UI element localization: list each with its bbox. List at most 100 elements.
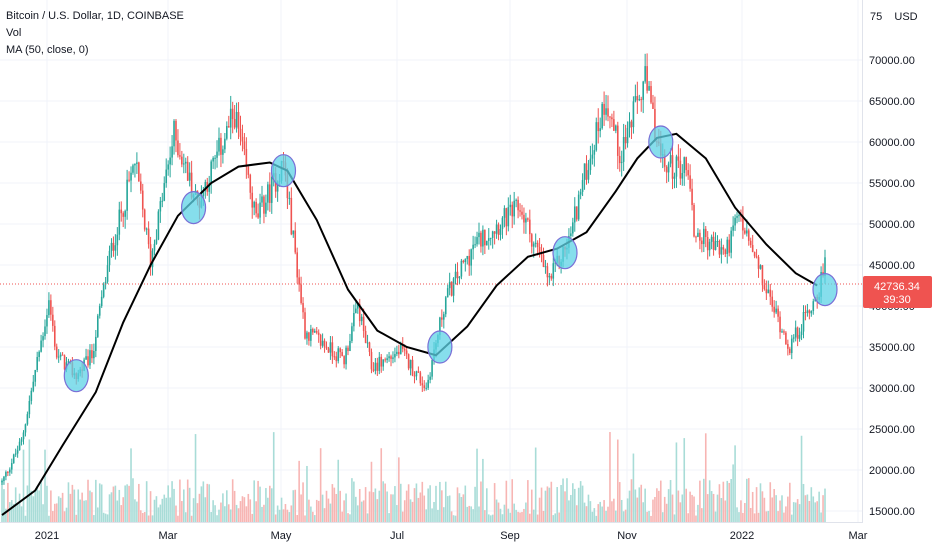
candle-body (724, 249, 727, 255)
volume-bar (179, 479, 181, 522)
candle-body (759, 265, 762, 269)
candle-body (329, 342, 332, 353)
candle-body (204, 181, 207, 191)
volume-bar (527, 480, 529, 522)
volume-bar (339, 490, 341, 522)
volume-bar (579, 481, 582, 522)
volume-bar (730, 478, 732, 522)
volume-bar (755, 487, 758, 522)
candle-body (165, 169, 168, 184)
candle-body (501, 217, 504, 229)
candle-body (699, 232, 701, 241)
candle-body (290, 197, 293, 235)
legend-volume[interactable]: Vol (6, 27, 22, 39)
candle-body (585, 163, 588, 180)
candle-body (245, 149, 248, 167)
volume-bar (366, 513, 369, 522)
legend-symbol[interactable]: Bitcoin / U.S. Dollar, 1D, COINBASE (6, 10, 184, 22)
volume-bar (710, 491, 713, 522)
volume-bar (443, 507, 445, 522)
candle-body (484, 229, 486, 246)
candle-body (57, 356, 60, 358)
candle-body (339, 348, 341, 353)
volume-bar (679, 502, 682, 522)
volume-bar (394, 486, 396, 522)
volume-bar (501, 514, 504, 522)
volume-bar (683, 438, 686, 522)
candle-body (243, 141, 246, 150)
volume-bar (28, 439, 31, 522)
volume-bar (564, 491, 566, 522)
volume-bar (661, 512, 664, 522)
candle-body (405, 350, 408, 355)
volume-bar (744, 503, 746, 522)
candle-body (454, 271, 457, 279)
volume-bar (615, 510, 617, 522)
candle-body (534, 242, 537, 244)
candle-body (691, 188, 693, 205)
volume-bar (401, 511, 404, 522)
candle-body (806, 310, 809, 313)
candle-body (712, 236, 715, 250)
volume-bar (358, 488, 361, 522)
volume-bar (171, 481, 173, 522)
x-tick-label: Mar (159, 530, 178, 542)
candle-body (42, 336, 44, 341)
candle-body (720, 247, 723, 255)
legend-ma[interactable]: MA (50, close, 0) (6, 44, 89, 56)
volume-bar (519, 512, 521, 522)
candle-body (147, 228, 150, 245)
candle-body (384, 359, 386, 361)
volume-bar (597, 504, 600, 522)
volume-bar (542, 510, 545, 522)
volume-bar (59, 497, 62, 522)
candle-body (227, 126, 230, 128)
y-tick-label: 20000.00 (869, 465, 915, 477)
volume-bar (212, 500, 214, 522)
volume-bar (118, 489, 121, 522)
volume-bar (241, 496, 244, 522)
candle-body (360, 316, 363, 322)
volume-bar (42, 504, 44, 522)
volume-bar (138, 483, 140, 522)
volume-bar (487, 514, 490, 522)
candle-body (9, 469, 11, 473)
volume-bar (370, 461, 373, 522)
volume-bar (407, 484, 410, 522)
candle-body (186, 161, 189, 181)
candle-body (292, 230, 295, 235)
y-tick-label: 60000.00 (869, 137, 915, 149)
volume-bar (69, 493, 72, 522)
volume-bar (167, 485, 169, 522)
volume-bar (73, 489, 76, 522)
candle-body (474, 244, 476, 246)
volume-bar (321, 494, 324, 522)
candle-body (390, 356, 392, 359)
candle-body (489, 237, 492, 239)
volume-bar (261, 506, 263, 522)
candle-body (155, 239, 158, 244)
candle-body (263, 196, 265, 214)
volume-bar (16, 504, 19, 522)
candle-body (163, 183, 166, 201)
volume-bar (511, 479, 514, 522)
volume-bar (616, 439, 619, 522)
candle-body (515, 199, 517, 201)
volume-bar (693, 496, 695, 522)
candle-body (460, 260, 463, 277)
volume-bar (583, 502, 586, 522)
volume-bar (274, 514, 277, 522)
volume-bar (399, 483, 402, 522)
volume-bar (331, 484, 334, 522)
volume-bar (5, 508, 7, 522)
candle-body (120, 209, 123, 214)
candle-body (783, 331, 785, 333)
candle-body (210, 161, 212, 184)
candle-body (270, 176, 273, 203)
candle-body (335, 356, 338, 362)
volume-bar (368, 491, 371, 522)
volume-bar (618, 482, 621, 522)
candle-body (331, 342, 334, 357)
candle-body (423, 385, 426, 389)
